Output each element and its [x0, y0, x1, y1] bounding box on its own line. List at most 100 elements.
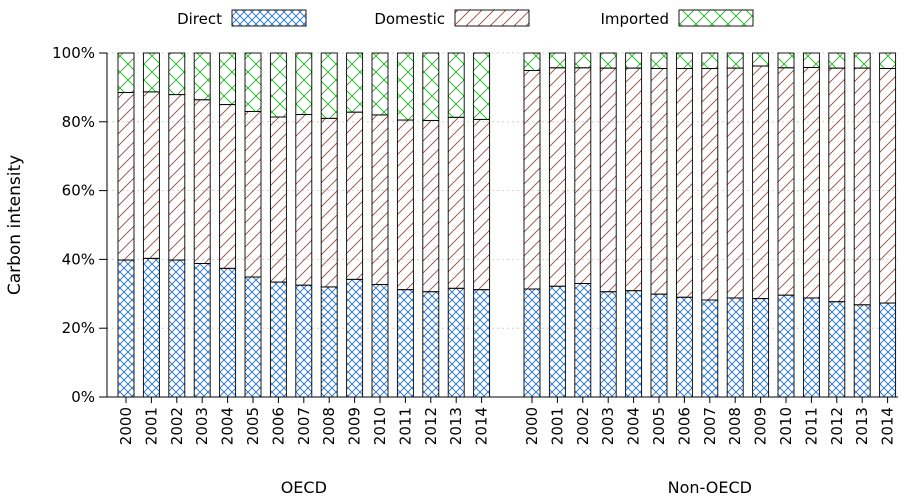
- bar-segment-direct: [853, 304, 871, 398]
- y-axis-label: Carbon intensity: [5, 155, 25, 295]
- bar-segment-domestic: [675, 68, 693, 298]
- bar-segment-direct: [828, 301, 846, 398]
- legend-swatch-domestic: [454, 9, 530, 27]
- bar-segment-domestic: [548, 67, 566, 287]
- x-tick-label: 2012: [828, 407, 846, 445]
- x-tick-label: 2009: [752, 407, 770, 445]
- bar-segment-domestic: [752, 65, 770, 300]
- bar-segment-domestic: [269, 116, 287, 283]
- x-tick-label: 2005: [650, 407, 668, 445]
- legend-label-direct: Direct: [177, 10, 222, 28]
- x-tick-label: 2006: [675, 407, 693, 445]
- bar-segment-direct: [396, 289, 414, 398]
- bar-segment-domestic: [422, 119, 440, 293]
- bar-segment-direct: [295, 284, 313, 398]
- bar-segment-imported: [802, 52, 820, 68]
- bar-segment-imported: [168, 52, 186, 96]
- bar-segment-direct: [650, 293, 668, 398]
- legend-swatch-direct: [231, 9, 307, 27]
- bar-segment-domestic: [295, 114, 313, 286]
- group-label: Non-OECD: [668, 478, 752, 497]
- bar-segment-imported: [828, 52, 846, 69]
- bar-segment-direct: [168, 259, 186, 398]
- x-tick-label: 2004: [625, 407, 643, 445]
- bar-segment-imported: [219, 52, 237, 106]
- bar-segment-domestic: [320, 117, 338, 288]
- bar-segment-imported: [244, 52, 262, 112]
- bar-segment-domestic: [396, 119, 414, 291]
- bar-segment-domestic: [371, 114, 389, 285]
- bar-segment-domestic: [219, 104, 237, 269]
- x-tick-label: 2004: [219, 407, 237, 445]
- x-tick-label: 2010: [777, 407, 795, 445]
- bar-segment-domestic: [879, 68, 897, 304]
- x-tick-label: 2000: [117, 407, 135, 445]
- bar-segment-imported: [726, 52, 744, 69]
- bar-segment-domestic: [346, 111, 364, 280]
- x-tick-label: 2011: [396, 407, 414, 445]
- x-tick-label: 2014: [473, 407, 491, 445]
- bar-segment-direct: [447, 287, 465, 398]
- bar-segment-domestic: [828, 67, 846, 303]
- bar-segment-domestic: [447, 116, 465, 289]
- bar-segment-imported: [752, 52, 770, 67]
- x-tick-label: 2013: [447, 407, 465, 445]
- bar-segment-direct: [879, 302, 897, 398]
- y-tick-label: 0%: [71, 388, 95, 406]
- bar-segment-direct: [473, 289, 491, 398]
- axes-layer: [99, 52, 898, 403]
- bar-segment-imported: [599, 52, 617, 69]
- bar-segment-direct: [244, 276, 262, 398]
- group-label: OECD: [281, 478, 327, 497]
- bar-segment-imported: [142, 52, 160, 93]
- bar-segment-imported: [447, 52, 465, 118]
- bar-segment-direct: [219, 267, 237, 398]
- legend-swatch-imported: [678, 9, 754, 27]
- bar-segment-direct: [752, 298, 770, 398]
- group-labels: OECD Non-OECD: [281, 478, 752, 497]
- bar-segment-imported: [422, 52, 440, 121]
- x-tick-label: 2002: [574, 407, 592, 445]
- bar-segment-direct: [777, 294, 795, 398]
- y-tick-label: 40%: [62, 250, 95, 268]
- y-tick-labels: 0% 20% 40% 60% 80% 100%: [52, 44, 95, 406]
- x-tick-label: 2005: [244, 407, 262, 445]
- x-tick-label: 2007: [295, 407, 313, 445]
- bar-segment-direct: [142, 257, 160, 398]
- bar-segment-imported: [548, 52, 566, 69]
- bar-segment-domestic: [777, 67, 795, 296]
- bar-segment-direct: [320, 286, 338, 398]
- bar-segment-direct: [193, 263, 211, 398]
- bar-segment-imported: [625, 52, 643, 69]
- bar-segment-imported: [473, 52, 491, 120]
- x-tick-label: 2008: [726, 407, 744, 445]
- legend: Direct Domestic Imported: [177, 9, 754, 28]
- x-tick-label: 2011: [802, 407, 820, 445]
- bar-segment-direct: [726, 297, 744, 398]
- bar-segment-direct: [701, 299, 719, 398]
- bar-segment-direct: [675, 296, 693, 398]
- bar-segment-domestic: [802, 66, 820, 299]
- bar-segment-imported: [269, 52, 287, 118]
- y-tick-label: 100%: [52, 44, 95, 62]
- grid-lines: [107, 52, 898, 329]
- x-tick-label: 2007: [701, 407, 719, 445]
- bar-segment-imported: [295, 52, 313, 116]
- bar-segment-domestic: [701, 68, 719, 301]
- bar-segment-direct: [346, 278, 364, 398]
- bar-segment-imported: [523, 52, 541, 71]
- x-tick-label: 2009: [346, 407, 364, 445]
- x-tick-label: 2001: [142, 407, 160, 445]
- bar-segment-imported: [117, 52, 135, 94]
- legend-label-imported: Imported: [600, 10, 669, 28]
- bar-segment-imported: [650, 52, 668, 69]
- bar-segment-imported: [574, 52, 592, 69]
- bar-segment-direct: [422, 291, 440, 398]
- bar-segment-imported: [853, 52, 871, 69]
- bar-segment-imported: [346, 52, 364, 113]
- bar-segment-domestic: [117, 92, 135, 261]
- bar-segment-direct: [371, 284, 389, 398]
- bar-segment-domestic: [473, 118, 491, 291]
- bar-segment-imported: [320, 52, 338, 119]
